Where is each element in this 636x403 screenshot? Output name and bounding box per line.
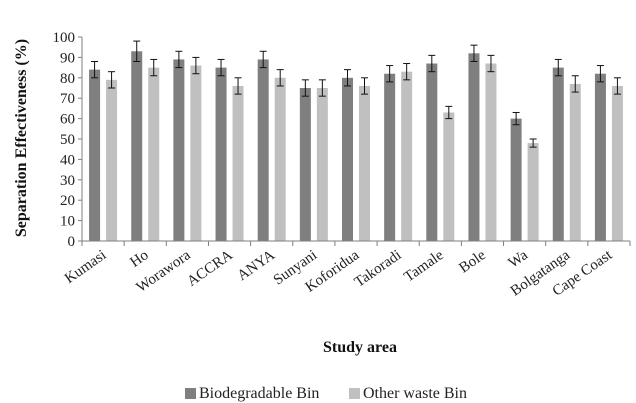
x-tick-label: Ho <box>127 247 151 271</box>
bar-biodegradable <box>426 63 438 241</box>
x-tick-label: Takoradi <box>352 247 405 291</box>
bar-other-waste <box>485 63 497 241</box>
y-tick-label: 20 <box>60 193 75 209</box>
bar-biodegradable <box>594 73 606 241</box>
x-axis-title: Study area <box>323 339 397 356</box>
bar-other-waste <box>359 85 370 242</box>
bar-biodegradable <box>89 69 101 241</box>
bar-biodegradable <box>510 118 522 241</box>
plot-area <box>89 40 623 242</box>
bar-other-waste <box>274 77 286 241</box>
y-tick-label: 40 <box>60 152 75 168</box>
bar-other-waste <box>401 71 413 242</box>
x-tick-label: Kumasi <box>62 247 109 287</box>
y-tick-label: 0 <box>68 234 76 250</box>
y-axis: 0 10 20 30 40 50 60 70 80 90 100 <box>53 30 83 250</box>
bar-other-waste <box>232 85 244 242</box>
y-axis-title: Separation Effectiveness (%) <box>13 39 30 237</box>
legend-swatch-biodegradable <box>185 388 196 399</box>
bar-biodegradable <box>384 73 396 241</box>
x-tick-label: ANYA <box>235 247 278 284</box>
x-tick-label: ACCRA <box>184 247 236 290</box>
y-tick-label: 60 <box>60 112 75 128</box>
bar-biodegradable <box>342 77 353 241</box>
y-tick-label: 70 <box>60 91 75 107</box>
y-tick-label: 10 <box>60 214 75 230</box>
y-tick-label: 80 <box>60 71 75 87</box>
legend-label-other-waste: Other waste Bin <box>363 385 467 402</box>
bar-biodegradable <box>131 51 143 241</box>
bar-other-waste <box>106 79 118 241</box>
legend-swatch-other-waste <box>349 388 360 399</box>
bar-other-waste <box>611 85 623 242</box>
bar-biodegradable <box>299 88 311 241</box>
bar-biodegradable <box>468 53 480 241</box>
y-tick-label: 50 <box>60 132 75 148</box>
bar-biodegradable <box>215 67 227 241</box>
legend-label-biodegradable: Biodegradable Bin <box>199 385 319 402</box>
bar-other-waste <box>316 88 328 241</box>
y-tick-label: 30 <box>60 173 75 189</box>
bar-biodegradable <box>552 67 564 241</box>
bar-other-waste <box>190 65 202 241</box>
x-axis: Kumasi HoWoraworaACCRAANYASunyaniKoforidu… <box>62 240 631 300</box>
bar-other-waste <box>527 143 539 241</box>
bar-other-waste <box>148 67 160 241</box>
bar-other-waste <box>443 112 455 241</box>
bar-biodegradable <box>257 59 269 241</box>
y-tick-label: 90 <box>60 50 75 66</box>
bar-other-waste <box>569 83 581 241</box>
legend: Biodegradable Bin Other waste Bin <box>185 385 467 402</box>
x-tick-label: Wa <box>506 247 532 272</box>
x-tick-label: Tamale <box>401 247 446 285</box>
bar-biodegradable <box>173 59 185 241</box>
x-tick-label: Bole <box>456 247 489 277</box>
y-tick-label: 100 <box>53 30 76 46</box>
